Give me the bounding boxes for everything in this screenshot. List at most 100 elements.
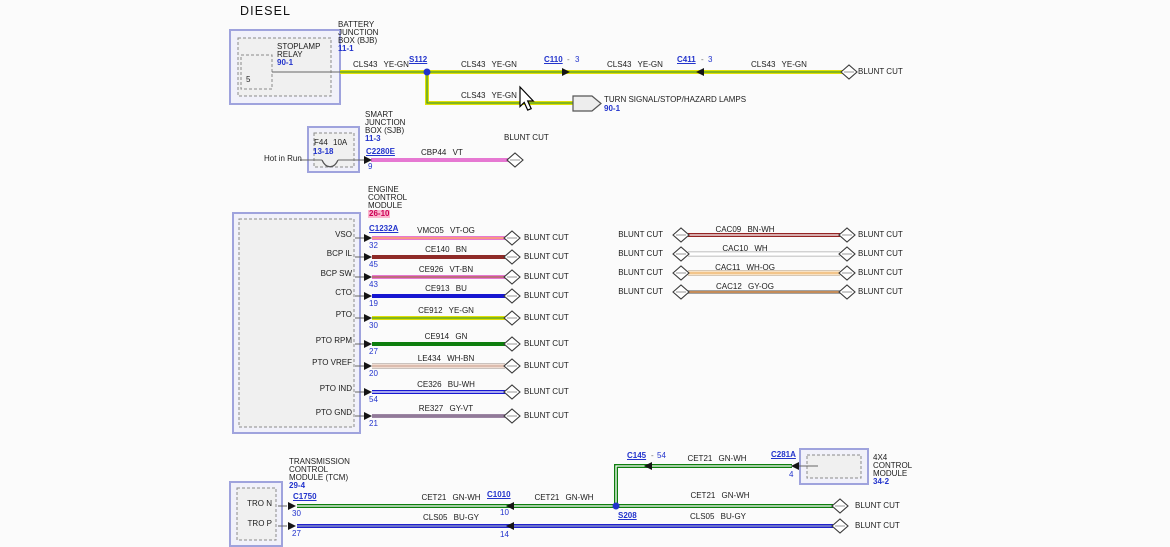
wire-label-cac09: CAC09 BN-WH xyxy=(715,225,775,234)
wire-label-re327: RE327 GY-VT xyxy=(418,404,474,413)
wire-cet21-branch-stripe xyxy=(615,465,792,506)
connector-arrow-c145 xyxy=(644,462,652,470)
pin-number: 19 xyxy=(369,299,378,308)
blunt-cut-label: BLUNT CUT xyxy=(618,268,663,277)
offpage-label-turn-signal: TURN SIGNAL/STOP/HAZARD LAMPS xyxy=(604,95,747,104)
connector-link-c2280e[interactable]: C2280E xyxy=(366,147,395,156)
connector-arrow-c411 xyxy=(696,68,704,76)
pin-number-c281a: 4 xyxy=(789,470,794,479)
connector-arrow-c1010 xyxy=(506,502,514,510)
module-label-tcm: MODULE (TCM) xyxy=(289,473,349,482)
module-label-bjb: JUNCTION xyxy=(338,28,379,37)
wire-label-cbp44: CBP44 VT xyxy=(421,148,463,157)
internal-dashed-box xyxy=(238,218,355,428)
connector-link-c1750[interactable]: C1750 xyxy=(293,492,317,501)
pin-label-vso: VSO xyxy=(335,230,352,239)
module-label-tcm: TRANSMISSION xyxy=(289,457,350,466)
wire-label-cls43: CLS43 YE-GN xyxy=(461,91,517,100)
splice-s112[interactable] xyxy=(423,68,431,76)
mouse-cursor xyxy=(519,85,535,111)
blunt-cut-label: BLUNT CUT xyxy=(855,501,900,510)
pin-number: 30 xyxy=(369,321,378,330)
module-label-4x4: MODULE xyxy=(873,469,908,478)
page-ref-34-2[interactable]: 34-2 xyxy=(873,477,890,486)
wire-label-cls43: CLS43 YE-GN xyxy=(353,60,409,69)
pin-number-c145: 54 xyxy=(657,451,666,460)
blunt-cut-label: BLUNT CUT xyxy=(858,287,903,296)
pin-arrow xyxy=(364,362,372,370)
pin-label-pto-rpm: PTO RPM xyxy=(315,336,352,345)
splice-link-s112[interactable]: S112 xyxy=(409,55,428,64)
connector-link-c1010[interactable]: C1010 xyxy=(487,490,511,499)
offpage-arrow-turn-signal[interactable] xyxy=(572,95,602,112)
splice-link-s208[interactable]: S208 xyxy=(618,511,637,520)
separator-dash: - xyxy=(651,451,654,460)
wire-label-cac10: CAC10 WH xyxy=(722,244,768,253)
module-label-bjb: BOX (BJB) xyxy=(338,36,378,45)
blunt-cut-label: BLUNT CUT xyxy=(858,249,903,258)
module-label-ecm: ENGINE xyxy=(368,185,399,194)
fuse-symbol xyxy=(321,159,339,168)
separator-dash: - xyxy=(567,55,570,64)
wire-label-cac11: CAC11 WH-OG xyxy=(715,263,775,272)
wire-label-cls43: CLS43 YE-GN xyxy=(607,60,663,69)
connector-link-c411[interactable]: C411 xyxy=(677,55,696,64)
module-label-stoplamp-relay: STOPLAMP xyxy=(277,42,321,51)
pin-number: 30 xyxy=(292,509,301,518)
pin-label-pto-gnd: PTO GND xyxy=(315,408,352,417)
wire-cet21-branch[interactable] xyxy=(614,464,792,506)
connector-arrow-c281a xyxy=(791,462,799,470)
blunt-cut-label: BLUNT CUT xyxy=(524,411,569,420)
wire-label-ce926: CE926 VT-BN xyxy=(418,265,474,274)
wire-label-ce913: CE913 BU xyxy=(425,284,467,293)
module-label-sjb: SMART xyxy=(365,110,393,119)
module-label-ecm: CONTROL xyxy=(368,193,408,202)
page-ref-90-1[interactable]: 90-1 xyxy=(604,104,621,113)
blunt-cut-label: BLUNT CUT xyxy=(618,287,663,296)
internal-dashed-box xyxy=(313,132,355,168)
pin-number: 21 xyxy=(369,419,378,428)
blunt-cut-label: BLUNT CUT xyxy=(524,387,569,396)
blunt-cut-label: BLUNT CUT xyxy=(855,521,900,530)
wire-label-ce326: CE326 BU-WH xyxy=(417,380,475,389)
page-ref-29-4[interactable]: 29-4 xyxy=(289,481,306,490)
connector-link-c281a[interactable]: C281A xyxy=(771,450,796,459)
connector-arrow-c110 xyxy=(562,68,570,76)
pin-label-bcp-sw: BCP SW xyxy=(320,269,352,278)
blunt-cut-label: BLUNT CUT xyxy=(504,133,549,142)
page-ref-13-18[interactable]: 13-18 xyxy=(313,147,334,156)
wire-label-cet21: CET21 GN-WH xyxy=(690,491,750,500)
connector-link-c110[interactable]: C110 xyxy=(544,55,563,64)
wire-label-le434: LE434 WH-BN xyxy=(417,354,475,363)
connector-link-c145[interactable]: C145 xyxy=(627,451,647,460)
pin-number-c110: 3 xyxy=(575,55,580,64)
pin-number: 10 xyxy=(500,508,509,517)
module-label-sjb: JUNCTION xyxy=(365,118,406,127)
blunt-cut-label: BLUNT CUT xyxy=(524,272,569,281)
internal-dashed-box xyxy=(240,54,273,90)
page-ref-11-1[interactable]: 11-1 xyxy=(338,44,354,53)
page-ref-11-3[interactable]: 11-3 xyxy=(365,134,381,143)
pin-number: 54 xyxy=(369,395,378,404)
blunt-cut-label: BLUNT CUT xyxy=(524,233,569,242)
module-label-4x4: 4X4 xyxy=(873,453,888,462)
module-label-sjb: BOX (SJB) xyxy=(365,126,405,135)
pin-arrow xyxy=(364,253,372,261)
blunt-cut-label: BLUNT CUT xyxy=(858,67,903,76)
page-ref-90-1[interactable]: 90-1 xyxy=(277,58,294,67)
connector-link-c1232a[interactable]: C1232A xyxy=(369,224,399,233)
pin-label-pto-ind: PTO IND xyxy=(319,384,352,393)
blunt-cut-label: BLUNT CUT xyxy=(524,313,569,322)
pin-number: 43 xyxy=(369,280,378,289)
pin-arrow xyxy=(364,314,372,322)
splice-s208[interactable] xyxy=(612,502,620,510)
connector-arrow-c1010 xyxy=(506,522,514,530)
pin-arrow xyxy=(364,234,372,242)
internal-dashed-box xyxy=(236,487,277,541)
blunt-cut-label: BLUNT CUT xyxy=(858,230,903,239)
module-label-ecm: MODULE xyxy=(368,201,403,210)
module-label-stoplamp-relay: RELAY xyxy=(277,50,303,59)
page-title: DIESEL xyxy=(240,4,292,18)
pin-label-pto-vref: PTO VREF xyxy=(312,358,352,367)
